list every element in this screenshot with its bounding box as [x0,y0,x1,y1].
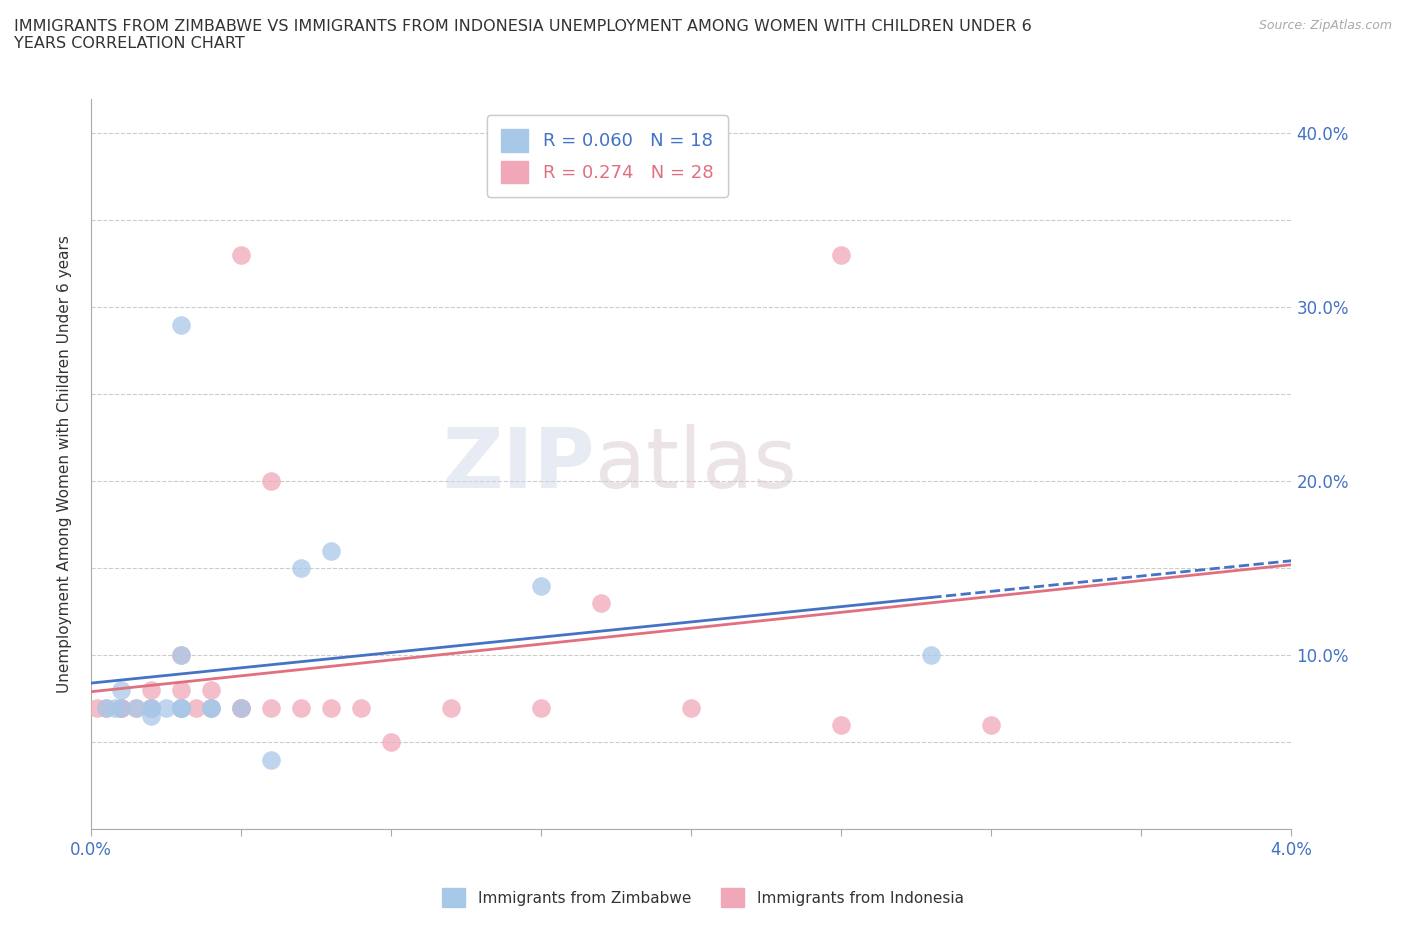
Point [260,752,283,767]
Point [980,718,1002,733]
Point [170,648,193,663]
Point [170,700,193,715]
Point [110,700,132,715]
Point [170,317,193,332]
Point [591,596,613,611]
Point [530,578,553,593]
Point [200,700,222,715]
Point [319,544,342,559]
Point [139,700,162,715]
Point [110,700,132,715]
Point [139,709,162,724]
Point [170,683,193,698]
Legend: Immigrants from Zimbabwe, Immigrants from Indonesia: Immigrants from Zimbabwe, Immigrants fro… [436,883,970,913]
Point [440,700,463,715]
Point [200,683,222,698]
Text: atlas: atlas [595,423,797,505]
Point [170,700,193,715]
Point [170,700,193,715]
Point [290,561,312,576]
Point [830,247,852,262]
Point [200,700,222,715]
Point [380,735,402,750]
Point [530,700,553,715]
Point [200,700,222,715]
Point [104,700,127,715]
Point [110,700,132,715]
Point [94,700,117,715]
Point [681,700,703,715]
Point [830,718,852,733]
Point [125,700,148,715]
Point [260,474,283,489]
Point [170,700,193,715]
Point [229,700,252,715]
Point [920,648,942,663]
Y-axis label: Unemployment Among Women with Children Under 6 years: Unemployment Among Women with Children U… [58,235,72,693]
Point [290,700,312,715]
Point [229,700,252,715]
Point [170,700,193,715]
Text: Source: ZipAtlas.com: Source: ZipAtlas.com [1258,19,1392,32]
Text: IMMIGRANTS FROM ZIMBABWE VS IMMIGRANTS FROM INDONESIA UNEMPLOYMENT AMONG WOMEN W: IMMIGRANTS FROM ZIMBABWE VS IMMIGRANTS F… [14,19,1032,51]
Point [260,700,283,715]
Point [350,700,373,715]
Point [319,700,342,715]
Text: ZIP: ZIP [443,423,595,505]
Point [229,700,252,715]
Legend: R = 0.060   N = 18, R = 0.274   N = 28: R = 0.060 N = 18, R = 0.274 N = 28 [486,115,728,197]
Point [110,683,132,698]
Point [94,700,117,715]
Point [139,700,162,715]
Point [139,700,162,715]
Point [229,247,252,262]
Point [139,700,162,715]
Point [184,700,207,715]
Point [125,700,148,715]
Point [139,683,162,698]
Point [86,700,108,715]
Point [110,700,132,715]
Point [155,700,177,715]
Point [170,648,193,663]
